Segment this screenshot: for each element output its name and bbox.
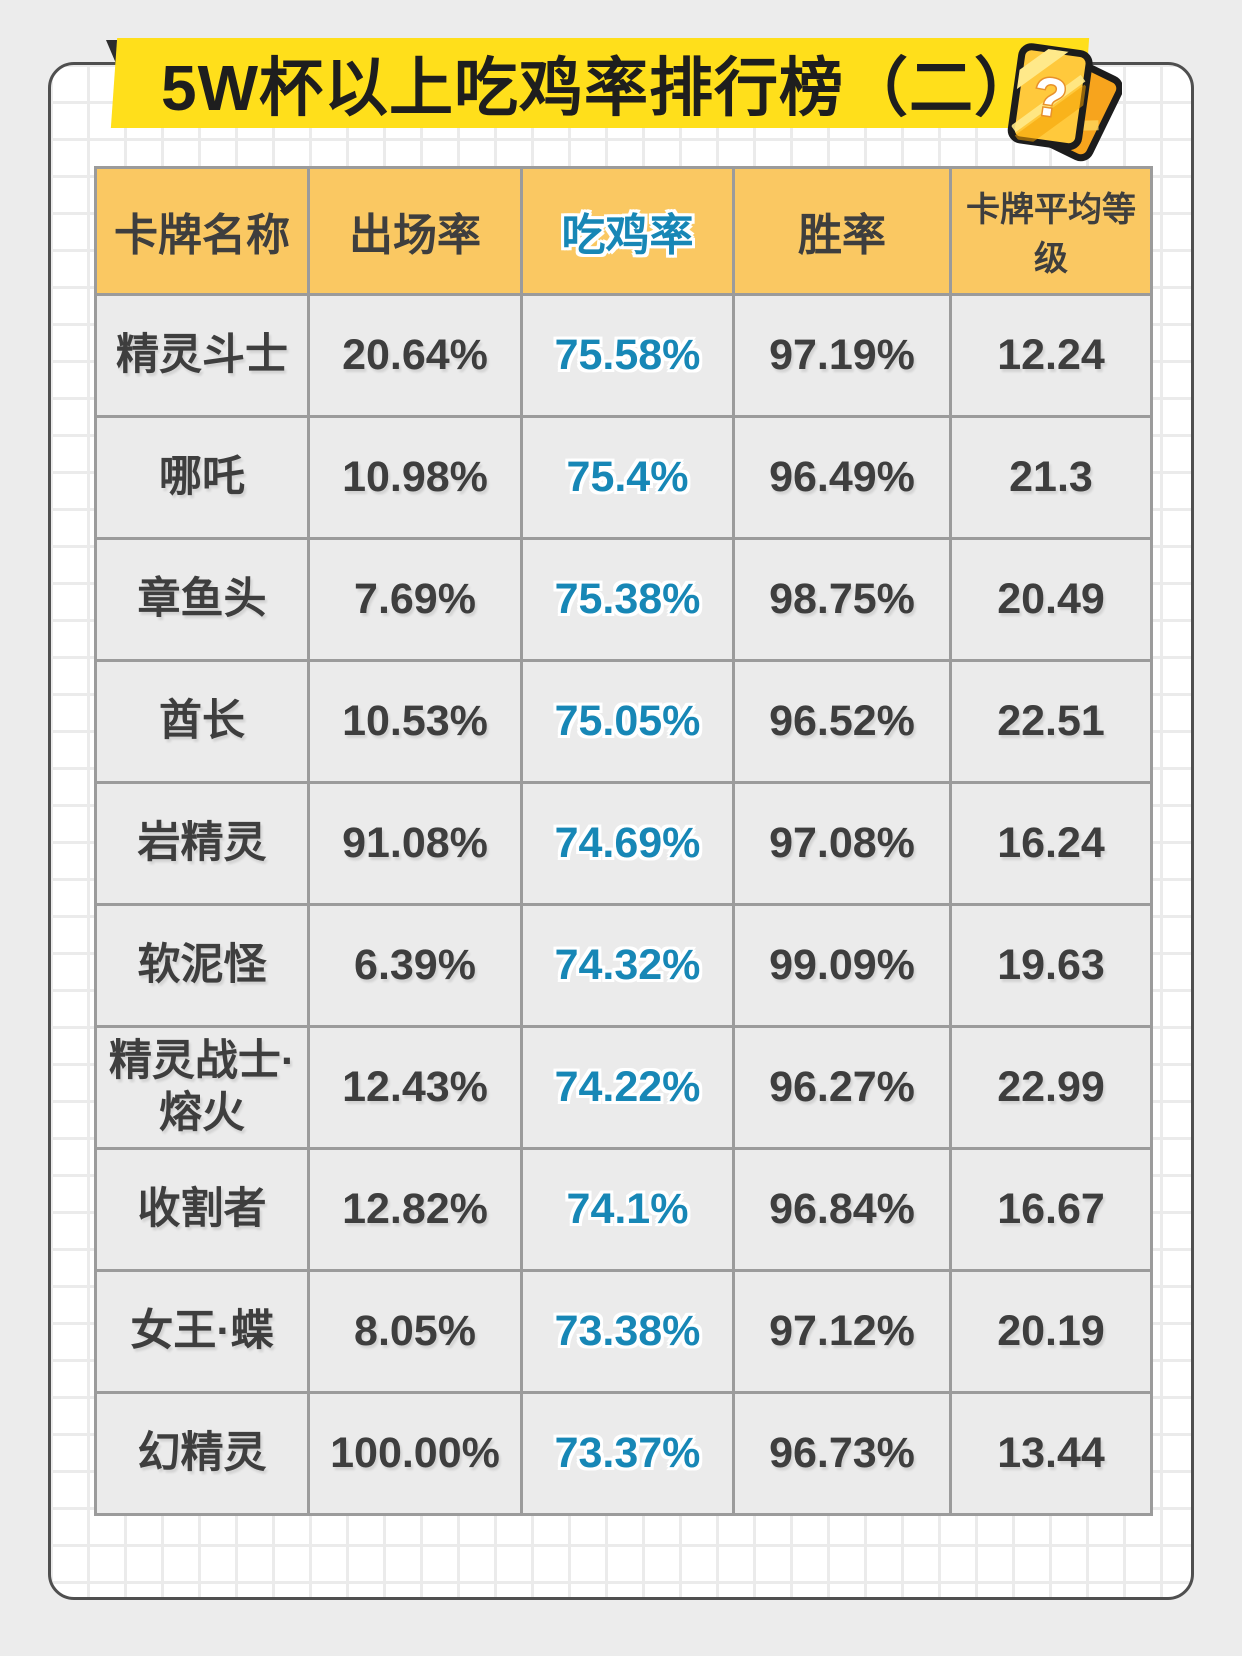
cell-play-rate: 10.98%	[307, 415, 523, 540]
cell-play-rate: 6.39%	[307, 903, 523, 1028]
cell-name: 女王·蝶	[94, 1269, 310, 1394]
cell-play-rate: 91.08%	[307, 781, 523, 906]
cell-chicken-rate: 75.38%	[520, 537, 735, 662]
cell-win-rate: 97.19%	[732, 293, 952, 418]
cell-name: 幻精灵	[94, 1391, 310, 1516]
table-header-row: 卡牌名称 出场率 吃鸡率 胜率 卡牌平均等级	[94, 166, 1153, 296]
page-title: 5W杯以上吃鸡率排行榜（二）	[161, 52, 1039, 124]
cell-chicken-rate: 74.22%	[520, 1025, 735, 1150]
cell-name: 哪吒	[94, 415, 310, 540]
cell-avg-level: 20.49	[949, 537, 1153, 662]
cell-play-rate: 20.64%	[307, 293, 523, 418]
cell-chicken-rate: 74.1%	[520, 1147, 735, 1272]
table-row: 精灵斗士 20.64% 75.58% 97.19% 12.24	[94, 293, 1153, 418]
cell-name: 章鱼头	[94, 537, 310, 662]
cell-win-rate: 97.12%	[732, 1269, 952, 1394]
col-header-play-rate: 出场率	[307, 166, 523, 296]
table-row: 女王·蝶 8.05% 73.38% 97.12% 20.19	[94, 1269, 1153, 1394]
cell-avg-level: 16.67	[949, 1147, 1153, 1272]
table-row: 岩精灵 91.08% 74.69% 97.08% 16.24	[94, 781, 1153, 906]
cell-name: 酋长	[94, 659, 310, 784]
cell-chicken-rate: 75.4%	[520, 415, 735, 540]
col-header-win-rate: 胜率	[732, 166, 952, 296]
cell-win-rate: 96.73%	[732, 1391, 952, 1516]
table-row: 哪吒 10.98% 75.4% 96.49% 21.3	[94, 415, 1153, 540]
cell-avg-level: 22.99	[949, 1025, 1153, 1150]
cell-win-rate: 96.52%	[732, 659, 952, 784]
col-header-avg-level: 卡牌平均等级	[949, 166, 1153, 296]
cell-chicken-rate: 75.58%	[520, 293, 735, 418]
cell-win-rate: 99.09%	[732, 903, 952, 1028]
cell-win-rate: 97.08%	[732, 781, 952, 906]
cell-play-rate: 100.00%	[307, 1391, 523, 1516]
cell-play-rate: 12.82%	[307, 1147, 523, 1272]
cell-name: 精灵战士· 熔火	[94, 1025, 310, 1150]
table-row: 软泥怪 6.39% 74.32% 99.09% 19.63	[94, 903, 1153, 1028]
table-row: 收割者 12.82% 74.1% 96.84% 16.67	[94, 1147, 1153, 1272]
cell-win-rate: 96.84%	[732, 1147, 952, 1272]
cell-avg-level: 21.3	[949, 415, 1153, 540]
cell-chicken-rate: 74.32%	[520, 903, 735, 1028]
table-row: 幻精灵 100.00% 73.37% 96.73% 13.44	[94, 1391, 1153, 1516]
col-header-chicken-rate: 吃鸡率	[520, 166, 735, 296]
cell-name: 精灵斗士	[94, 293, 310, 418]
cell-avg-level: 13.44	[949, 1391, 1153, 1516]
cell-avg-level: 19.63	[949, 903, 1153, 1028]
cell-win-rate: 98.75%	[732, 537, 952, 662]
cell-chicken-rate: 73.38%	[520, 1269, 735, 1394]
cell-avg-level: 20.19	[949, 1269, 1153, 1394]
cell-avg-level: 22.51	[949, 659, 1153, 784]
title-banner: 5W杯以上吃鸡率排行榜（二）	[110, 38, 1090, 128]
col-header-card-name: 卡牌名称	[94, 166, 310, 296]
cell-chicken-rate: 74.69%	[520, 781, 735, 906]
cell-chicken-rate: 73.37%	[520, 1391, 735, 1516]
table-row: 章鱼头 7.69% 75.38% 98.75% 20.49	[94, 537, 1153, 662]
cell-name: 软泥怪	[94, 903, 310, 1028]
stats-table: 卡牌名称 出场率 吃鸡率 胜率 卡牌平均等级 精灵斗士 20.64% 75.58…	[94, 166, 1153, 1516]
table-row: 酋长 10.53% 75.05% 96.52% 22.51	[94, 659, 1153, 784]
cell-avg-level: 16.24	[949, 781, 1153, 906]
table-row: 精灵战士· 熔火 12.43% 74.22% 96.27% 22.99	[94, 1025, 1153, 1150]
cell-play-rate: 7.69%	[307, 537, 523, 662]
cell-chicken-rate: 75.05%	[520, 659, 735, 784]
cell-win-rate: 96.27%	[732, 1025, 952, 1150]
card-question-icon: ?	[988, 42, 1124, 164]
cell-avg-level: 12.24	[949, 293, 1153, 418]
cell-win-rate: 96.49%	[732, 415, 952, 540]
cell-name: 收割者	[94, 1147, 310, 1272]
cell-play-rate: 12.43%	[307, 1025, 523, 1150]
cell-play-rate: 10.53%	[307, 659, 523, 784]
cell-name: 岩精灵	[94, 781, 310, 906]
cell-play-rate: 8.05%	[307, 1269, 523, 1394]
